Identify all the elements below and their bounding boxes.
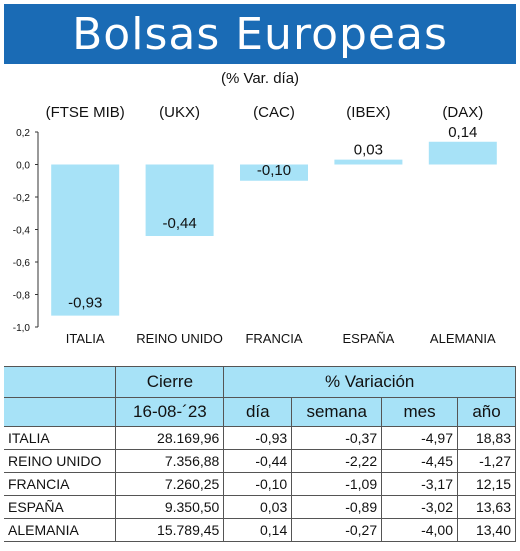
row-cierre: 9.350,50 — [115, 495, 224, 519]
header-cierre: Cierre — [115, 366, 225, 398]
row-dia: -0,10 — [223, 472, 292, 496]
y-tick-label: -1,0 — [13, 323, 31, 334]
row-anio: -1,27 — [457, 449, 516, 473]
value-label: -0,44 — [162, 215, 196, 232]
bar — [240, 164, 308, 181]
y-tick-label: 0,2 — [16, 128, 30, 139]
row-dia: 0,14 — [223, 518, 292, 542]
table-row: ESPAÑA 9.350,50 0,03 -0,89 -3,02 13,63 — [4, 495, 516, 519]
table-row: ALEMANIA 15.789,45 0,14 -0,27 -4,00 13,4… — [4, 518, 516, 542]
data-table: Cierre % Variación 16-08-´23 día semana … — [4, 366, 516, 542]
bar-chart: 0,2 0,0 -0,2 -0,4 -0,6 -0,8 -1,0 (FTSE MIB) ITAL… — [13, 104, 497, 346]
table-row: FRANCIA 7.260,25 -0,10 -1,09 -3,17 12,15 — [4, 472, 516, 496]
index-label: (UKX) — [159, 104, 200, 121]
page-title: Bolsas Europeas — [72, 8, 448, 60]
row-mes: -3,02 — [381, 495, 458, 519]
row-semana: -1,09 — [291, 472, 382, 496]
table-row: REINO UNIDO 7.356,88 -0,44 -2,22 -4,45 -… — [4, 449, 516, 473]
bar — [51, 164, 120, 316]
row-country: ALEMANIA — [4, 518, 116, 542]
row-cierre: 15.789,45 — [115, 518, 224, 542]
row-dia: 0,03 — [223, 495, 292, 519]
row-semana: -0,37 — [291, 426, 382, 450]
row-cierre: 7.260,25 — [115, 472, 224, 496]
table-row: ITALIA 28.169,96 -0,93 -0,37 -4,97 18,83 — [4, 426, 516, 450]
row-country: ITALIA — [4, 426, 116, 450]
row-semana: -0,27 — [291, 518, 382, 542]
row-mes: -4,45 — [381, 449, 458, 473]
row-country: FRANCIA — [4, 472, 116, 496]
header-date: 16-08-´23 — [115, 397, 225, 427]
corner-cell — [4, 366, 117, 398]
corner-cell-2 — [4, 397, 117, 427]
category-label: ALEMANIA — [430, 331, 496, 346]
category-label: FRANCIA — [245, 331, 302, 346]
row-country: REINO UNIDO — [4, 449, 116, 473]
row-cierre: 28.169,96 — [115, 426, 224, 450]
y-tick-label: 0,0 — [16, 161, 30, 172]
row-cierre: 7.356,88 — [115, 449, 224, 473]
row-anio: 13,63 — [457, 495, 516, 519]
value-label: -0,93 — [68, 295, 102, 312]
row-mes: -3,17 — [381, 472, 458, 496]
header-mes: mes — [381, 397, 459, 427]
row-mes: -4,00 — [381, 518, 458, 542]
header-anio: año — [457, 397, 516, 427]
header-dia: día — [223, 397, 293, 427]
index-label: (CAC) — [253, 104, 295, 121]
value-label: 0,03 — [354, 142, 383, 159]
index-label: (DAX) — [442, 104, 483, 121]
header-variacion: % Variación — [223, 366, 516, 398]
y-tick-label: -0,4 — [13, 226, 31, 237]
row-anio: 18,83 — [457, 426, 516, 450]
row-dia: -0,44 — [223, 449, 292, 473]
row-anio: 13,40 — [457, 518, 516, 542]
row-anio: 12,15 — [457, 472, 516, 496]
row-semana: -0,89 — [291, 495, 382, 519]
bar — [334, 159, 403, 165]
row-semana: -2,22 — [291, 449, 382, 473]
category-label: ESPAÑA — [343, 331, 395, 346]
category-label: ITALIA — [66, 331, 105, 346]
value-label: -0,10 — [257, 162, 291, 179]
row-mes: -4,97 — [381, 426, 458, 450]
bar — [145, 164, 214, 236]
category-label: REINO UNIDO — [136, 331, 223, 346]
value-label: 0,14 — [448, 124, 477, 141]
header-semana: semana — [291, 397, 383, 427]
row-country: ESPAÑA — [4, 495, 116, 519]
index-label: (IBEX) — [346, 104, 390, 121]
y-tick-label: -0,8 — [13, 291, 31, 302]
row-dia: -0,93 — [223, 426, 292, 450]
y-tick-label: -0,6 — [13, 258, 31, 269]
bar — [428, 141, 497, 165]
chart-subtitle: (% Var. día) — [220, 70, 300, 87]
title-banner: Bolsas Europeas — [4, 4, 516, 64]
y-tick-label: -0,2 — [13, 193, 31, 204]
index-label: (FTSE MIB) — [46, 104, 125, 121]
